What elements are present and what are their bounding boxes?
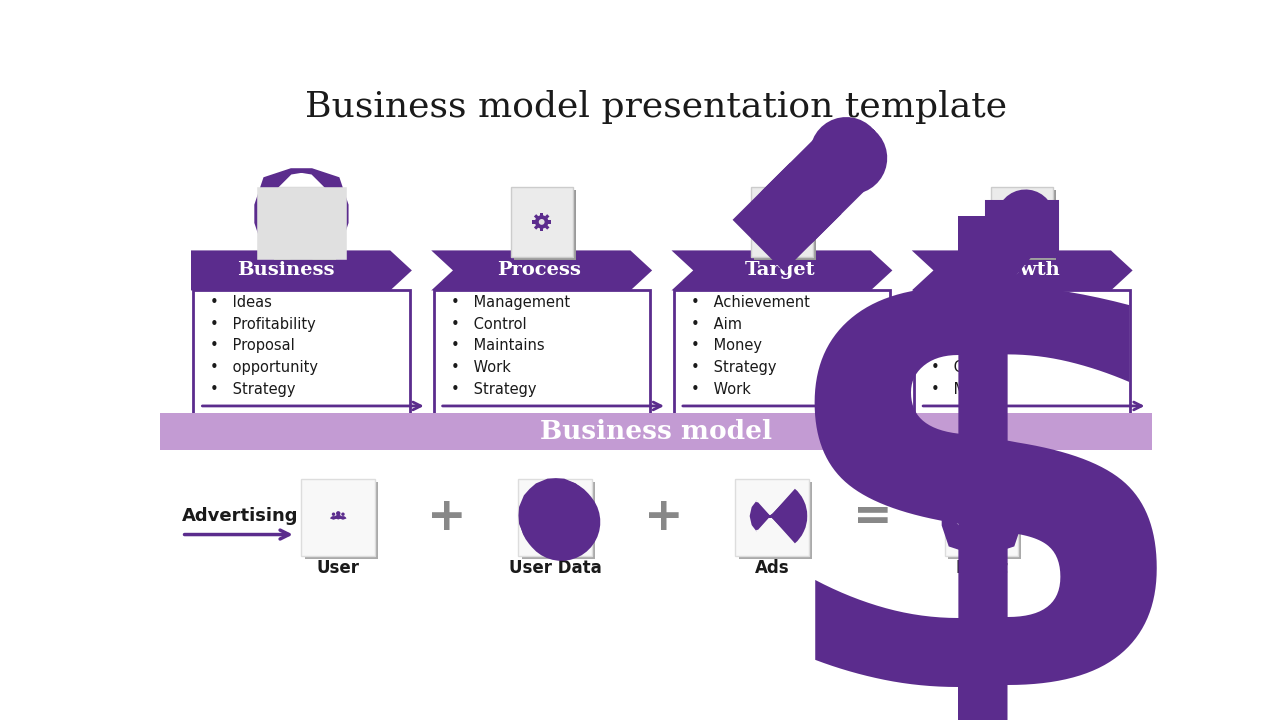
Text: Target: Target [745, 261, 815, 279]
Text: •   Profitability: • Profitability [210, 317, 316, 332]
Circle shape [332, 513, 335, 516]
FancyBboxPatch shape [274, 190, 335, 260]
Text: •   Work: • Work [931, 295, 991, 310]
Polygon shape [911, 251, 1133, 290]
Polygon shape [191, 251, 412, 290]
Text: User Data: User Data [509, 559, 602, 577]
Text: +: + [428, 495, 467, 540]
Circle shape [778, 217, 786, 226]
Wedge shape [334, 515, 343, 520]
FancyBboxPatch shape [754, 190, 817, 260]
Bar [160, 413, 1152, 450]
Circle shape [342, 513, 344, 516]
Text: Ads: Ads [755, 559, 790, 577]
Text: •   Ideas: • Ideas [210, 295, 273, 310]
FancyBboxPatch shape [995, 190, 1056, 260]
Bar [534, 214, 539, 219]
Text: Business model: Business model [540, 419, 772, 444]
FancyBboxPatch shape [947, 482, 1021, 559]
Text: •   Work: • Work [691, 382, 751, 397]
Text: •   Money: • Money [691, 338, 762, 354]
FancyBboxPatch shape [991, 187, 1053, 256]
Text: •   opportunity: • opportunity [210, 360, 319, 375]
Text: $: $ [765, 215, 1198, 720]
Text: •   Strategy: • Strategy [691, 360, 777, 375]
Bar [540, 228, 543, 231]
FancyBboxPatch shape [751, 187, 813, 256]
Bar [540, 212, 543, 216]
Polygon shape [672, 251, 892, 290]
Text: •   Proposal: • Proposal [210, 338, 296, 354]
Circle shape [774, 215, 790, 230]
Text: User: User [316, 559, 360, 577]
Text: Process: Process [498, 261, 581, 279]
Text: +: + [644, 495, 684, 540]
Bar [769, 515, 771, 518]
Polygon shape [771, 511, 778, 521]
Bar [545, 225, 549, 230]
Text: •   Strategy: • Strategy [451, 382, 536, 397]
FancyBboxPatch shape [305, 482, 378, 559]
FancyBboxPatch shape [736, 479, 809, 556]
Text: Business: Business [237, 261, 335, 279]
Text: •   Strategy: • Strategy [210, 382, 296, 397]
Text: Profit: Profit [955, 559, 1007, 577]
Text: •   Control: • Control [451, 317, 526, 332]
Text: •   Management: • Management [451, 295, 570, 310]
Bar [532, 220, 535, 223]
FancyBboxPatch shape [914, 290, 1130, 414]
Text: •   Process: • Process [931, 338, 1010, 354]
Text: •   Maintains: • Maintains [451, 338, 544, 354]
Text: •   Money: • Money [931, 382, 1002, 397]
Text: •   Strategy: • Strategy [931, 317, 1016, 332]
Circle shape [539, 219, 544, 225]
Text: Advertising: Advertising [182, 507, 298, 525]
Polygon shape [431, 251, 652, 290]
Text: •   Aim: • Aim [691, 317, 742, 332]
Text: •   Goal: • Goal [931, 360, 987, 375]
Circle shape [552, 512, 556, 516]
FancyBboxPatch shape [513, 190, 576, 260]
Bar [1020, 216, 1024, 229]
Bar [1025, 222, 1028, 229]
Text: Business model presentation template: Business model presentation template [305, 90, 1007, 124]
Bar [545, 214, 549, 219]
FancyBboxPatch shape [739, 482, 813, 559]
Circle shape [300, 221, 303, 225]
FancyBboxPatch shape [293, 215, 310, 229]
FancyBboxPatch shape [518, 479, 593, 556]
Text: =: = [854, 495, 893, 540]
Bar [548, 220, 552, 223]
FancyBboxPatch shape [193, 290, 410, 414]
FancyBboxPatch shape [673, 290, 890, 414]
FancyBboxPatch shape [270, 187, 333, 256]
FancyBboxPatch shape [434, 290, 650, 414]
FancyBboxPatch shape [521, 482, 595, 559]
Wedge shape [339, 516, 347, 520]
FancyBboxPatch shape [301, 479, 375, 556]
Wedge shape [330, 516, 337, 520]
Circle shape [780, 220, 783, 224]
Wedge shape [550, 515, 558, 519]
Text: •   Work: • Work [451, 360, 511, 375]
Circle shape [535, 215, 549, 229]
Circle shape [337, 511, 340, 516]
Circle shape [776, 216, 787, 228]
Text: •   Achievement: • Achievement [691, 295, 810, 310]
Bar [534, 225, 539, 230]
Text: Growth: Growth [980, 261, 1060, 279]
Bar [1016, 220, 1019, 229]
FancyBboxPatch shape [945, 479, 1019, 556]
FancyBboxPatch shape [511, 187, 572, 256]
